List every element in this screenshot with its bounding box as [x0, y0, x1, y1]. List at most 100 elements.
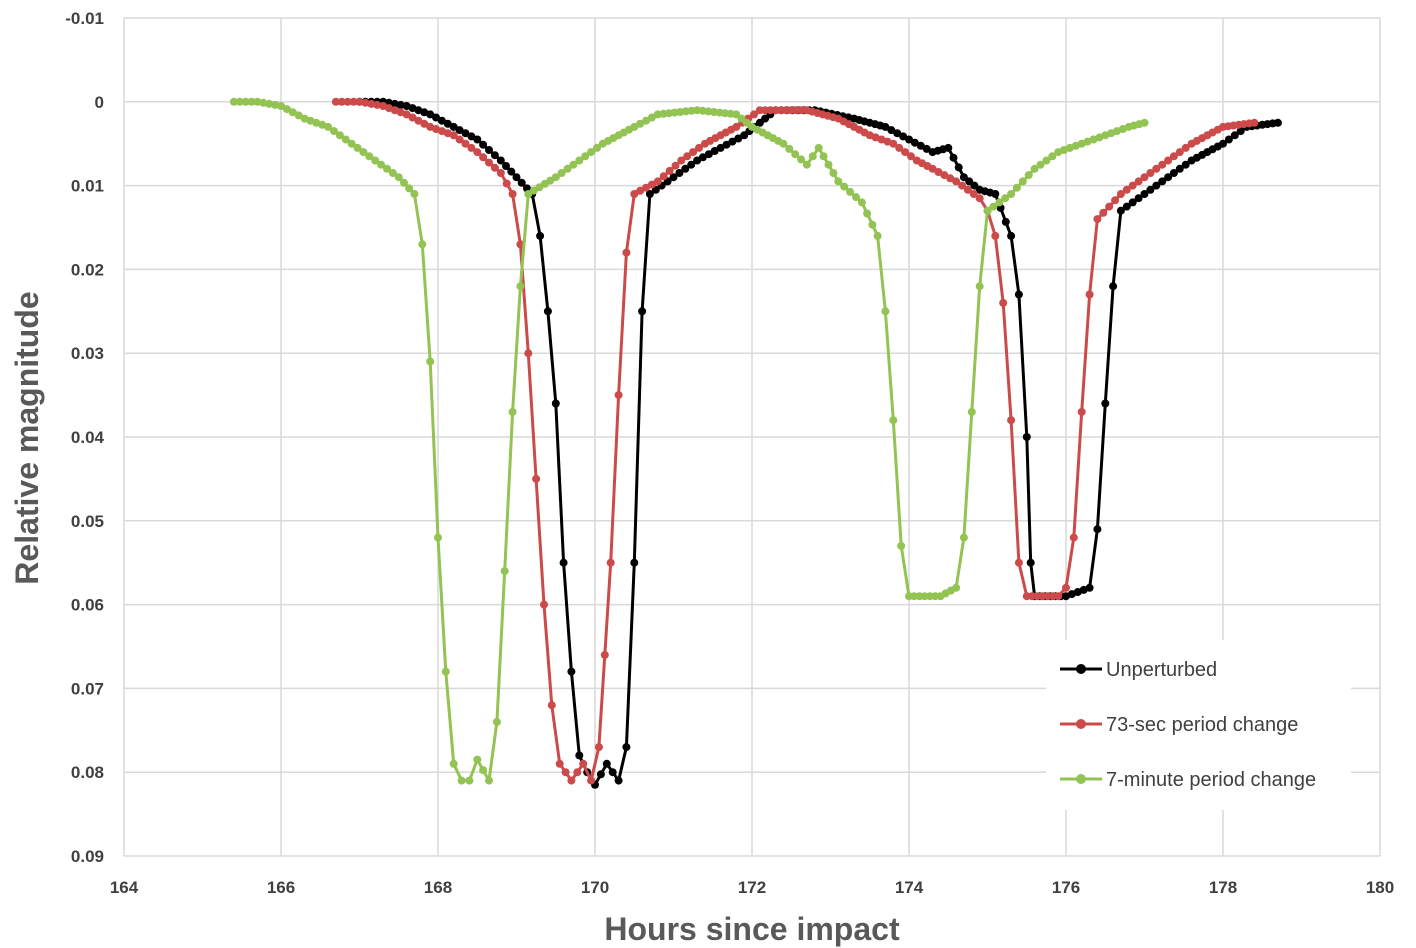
x-tick-label: 170 — [581, 878, 609, 897]
data-point — [455, 126, 464, 135]
data-point — [420, 119, 429, 128]
data-point — [636, 119, 645, 128]
data-point — [868, 220, 877, 229]
data-point — [969, 190, 978, 198]
data-point — [750, 110, 758, 119]
data-point — [1152, 181, 1161, 190]
data-point — [840, 182, 849, 191]
data-point — [479, 766, 488, 775]
data-point — [1169, 152, 1178, 161]
data-point — [367, 99, 376, 108]
data-point — [889, 139, 898, 148]
data-point — [1250, 118, 1259, 127]
data-point — [1164, 156, 1173, 165]
data-point — [371, 156, 380, 165]
data-point — [1175, 148, 1184, 157]
y-tick-label: 0.07 — [71, 679, 104, 698]
data-point — [734, 134, 743, 143]
data-point — [636, 186, 645, 195]
data-point — [543, 307, 552, 316]
data-point — [479, 140, 488, 149]
data-point — [408, 113, 417, 122]
data-point — [1007, 416, 1016, 425]
data-point — [508, 190, 517, 198]
y-tick-labels: -0.01 0 0.01 0.02 0.03 0.04 0.05 0.06 0.07 0.08 0.… — [65, 9, 104, 866]
data-point — [785, 144, 794, 153]
data-point — [1122, 185, 1131, 194]
data-point — [512, 173, 521, 182]
x-tick-labels: 164 166 168 170 172 174 176 178 180 — [110, 878, 1394, 897]
data-point — [907, 152, 915, 161]
data-point — [940, 171, 949, 180]
data-point — [873, 231, 882, 240]
data-point — [630, 558, 639, 567]
data-point — [502, 162, 510, 170]
data-point — [1042, 156, 1051, 165]
data-point — [1077, 407, 1086, 416]
data-point — [704, 150, 713, 159]
data-point — [557, 169, 566, 177]
data-point — [496, 169, 505, 177]
data-point — [846, 187, 855, 196]
legend-item-unperturbed: Unperturbed — [1060, 659, 1217, 681]
y-tick-label: 0.06 — [71, 596, 104, 615]
data-point — [622, 248, 631, 257]
data-point — [722, 140, 731, 149]
data-point — [490, 151, 499, 160]
data-point — [989, 202, 998, 211]
data-point — [614, 776, 623, 785]
data-point — [343, 97, 352, 106]
y-tick-label: 0.02 — [71, 260, 104, 279]
data-point — [1134, 194, 1143, 203]
data-point — [536, 231, 545, 240]
data-point — [540, 600, 548, 609]
data-point — [952, 583, 961, 592]
y-tick-label: 0.08 — [71, 763, 104, 782]
data-point — [889, 416, 898, 425]
data-point — [573, 768, 582, 777]
data-point — [455, 135, 464, 144]
y-tick-label: 0 — [95, 93, 104, 112]
x-tick-label: 180 — [1366, 878, 1394, 897]
data-point — [473, 148, 482, 157]
data-point — [496, 156, 505, 165]
data-point — [405, 184, 414, 193]
data-point — [895, 143, 904, 152]
data-point — [689, 148, 698, 157]
data-point — [991, 231, 1000, 240]
data-point — [1109, 282, 1118, 291]
legend: Unperturbed 73-sec period change 7-minut… — [1046, 640, 1351, 810]
data-point — [669, 173, 678, 182]
data-point — [602, 759, 611, 768]
data-point — [426, 357, 435, 366]
x-tick-label: 168 — [424, 878, 452, 897]
data-point — [681, 164, 690, 173]
data-point — [1116, 206, 1125, 215]
data-point — [949, 153, 958, 162]
data-point — [485, 158, 493, 167]
data-point — [449, 122, 458, 131]
data-point — [1219, 139, 1227, 148]
legend-label-7-minute: 7-minute period change — [1106, 769, 1316, 791]
data-point — [1105, 202, 1114, 211]
data-point — [1062, 583, 1070, 592]
data-point — [575, 751, 584, 760]
data-point — [797, 155, 806, 164]
data-point — [508, 407, 517, 416]
data-point — [665, 166, 674, 175]
data-point — [532, 474, 541, 483]
data-point — [829, 169, 838, 177]
data-point — [1122, 202, 1131, 211]
y-tick-label: 0.03 — [71, 344, 104, 363]
data-point — [490, 163, 499, 172]
data-point — [235, 97, 244, 106]
data-point — [899, 132, 908, 141]
data-point — [716, 143, 725, 152]
data-point — [524, 349, 533, 358]
data-point — [596, 770, 605, 779]
data-point — [659, 172, 668, 181]
data-point — [331, 97, 340, 106]
data-point — [1175, 164, 1184, 173]
data-point — [698, 153, 707, 162]
data-point — [500, 567, 509, 576]
